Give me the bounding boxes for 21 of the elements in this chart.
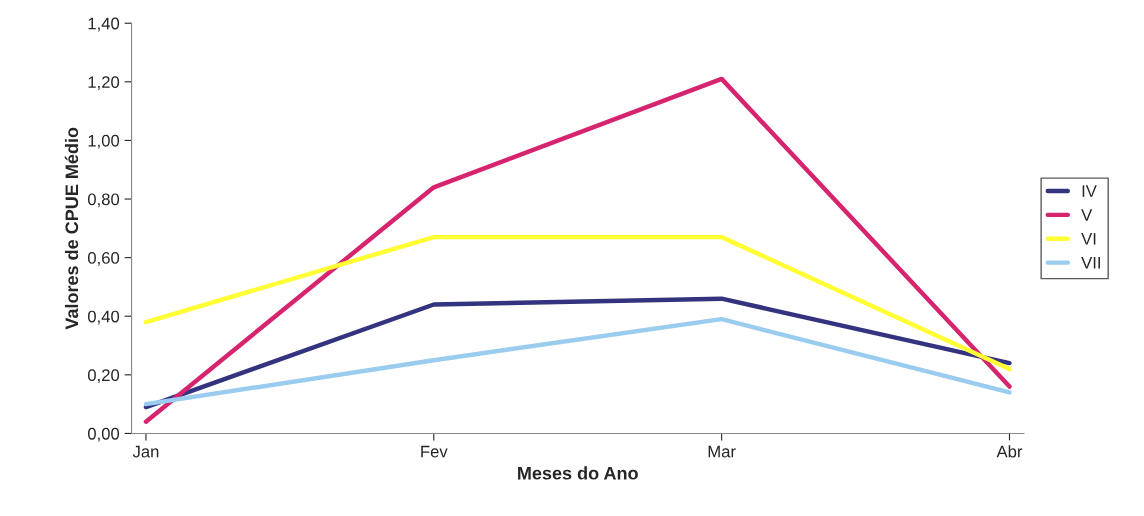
x-tick-label: Fev [421,445,448,458]
y-tick-label: 0,00 [87,427,120,442]
x-tick-label: Jan [132,445,159,458]
y-tick-label: 0,20 [87,369,120,384]
legend-label: V [1081,209,1093,221]
y-tick-label: 1,00 [88,134,120,149]
y-axis-title: Valores de CPUE Médio [64,127,79,330]
legend-label: VII [1081,256,1100,269]
y-tick-label: 0,80 [87,193,120,208]
x-tick-label: Mar [708,445,736,458]
line-series [143,296,1012,410]
legend-label: VI [1081,233,1096,245]
y-tick-label: 1,20 [88,76,120,90]
y-tick-label: 0,40 [87,310,120,325]
legend-label: IV [1082,185,1097,197]
line-series [143,316,1012,407]
line-series [143,76,1012,424]
y-tick-label: 0,60 [87,252,120,266]
y-tick-label: 1,40 [88,17,120,32]
x-axis-title: Meses do Ano [518,466,638,480]
x-tick-label: Abr [996,445,1023,458]
